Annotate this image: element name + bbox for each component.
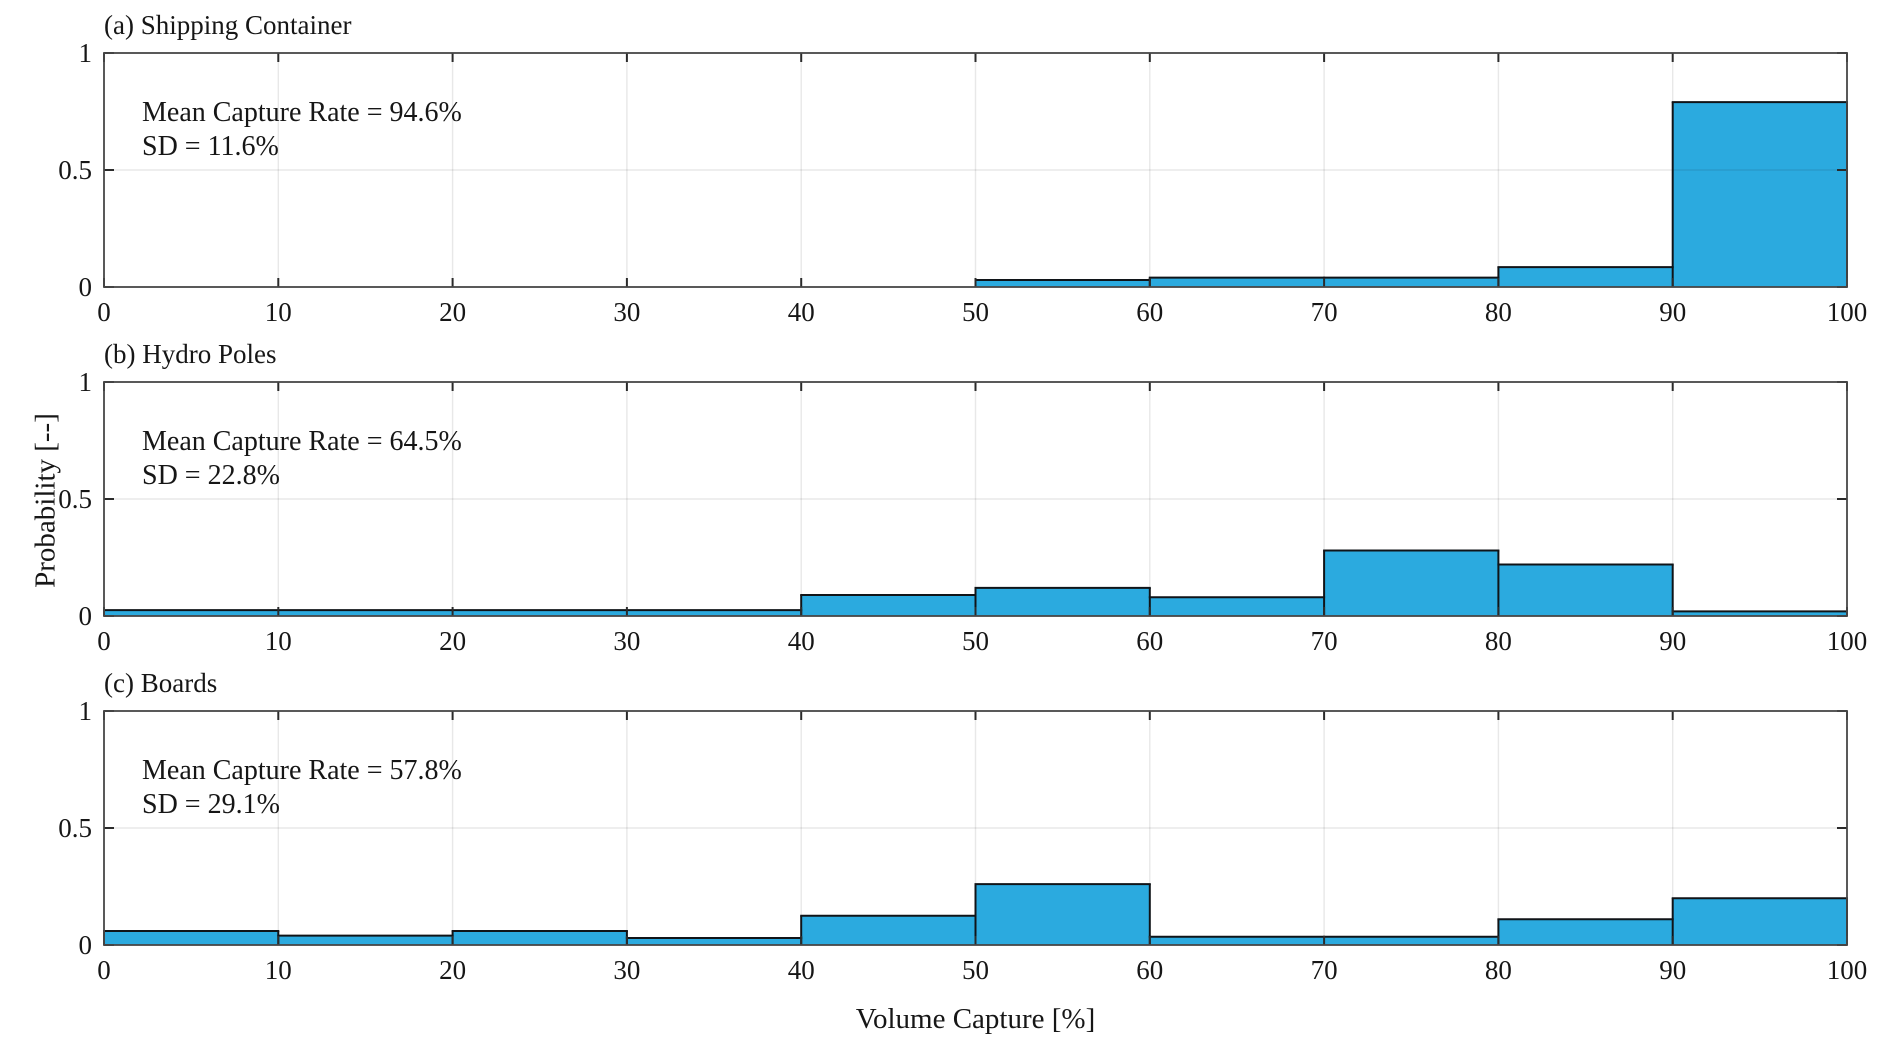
panel-b-sd: SD = 22.8% <box>142 460 280 491</box>
panel-c-sd: SD = 29.1% <box>142 789 280 820</box>
x-tick-label: 20 <box>439 297 466 327</box>
y-tick-label: 0.5 <box>58 155 92 185</box>
x-tick-label: 30 <box>613 626 640 656</box>
x-tick-label: 80 <box>1485 626 1512 656</box>
panel-b-plot: 0 10 20 30 40 50 60 70 80 90 100 0 0.5 1 <box>58 367 1867 656</box>
panel-a-title: (a) Shipping Container <box>104 10 352 40</box>
x-tick-label: 60 <box>1136 955 1163 985</box>
panel-b-mean-capture-rate: Mean Capture Rate = 64.5% <box>142 426 462 457</box>
panel-b-annotation: Mean Capture Rate = 64.5% SD = 22.8% <box>142 425 462 493</box>
panel-a-annotation: Mean Capture Rate = 94.6% SD = 11.6% <box>142 96 462 164</box>
panel-c-mean-capture-rate: Mean Capture Rate = 57.8% <box>142 755 462 786</box>
y-tick-label: 0 <box>79 272 93 302</box>
y-tick-label: 0.5 <box>58 813 92 843</box>
x-tick-label: 40 <box>788 626 815 656</box>
x-tick-label: 20 <box>439 955 466 985</box>
y-tick-label: 0 <box>79 930 93 960</box>
histogram-outline <box>103 549 1848 616</box>
x-tick-label: 0 <box>97 626 111 656</box>
y-tick-label: 0 <box>79 601 93 631</box>
x-tick-label: 90 <box>1659 297 1686 327</box>
x-tick-label: 100 <box>1827 297 1868 327</box>
axes-frame <box>103 52 1848 288</box>
x-tick-label: 90 <box>1659 955 1686 985</box>
x-tick-label: 50 <box>962 626 989 656</box>
y-axis-label: Probability [--] <box>29 413 62 588</box>
x-tick-label: 100 <box>1827 955 1868 985</box>
x-tick-label: 50 <box>962 297 989 327</box>
x-tick-label: 10 <box>265 297 292 327</box>
y-tick-label: 1 <box>79 696 93 726</box>
x-tick-label: 10 <box>265 626 292 656</box>
histogram-bars <box>104 550 1847 616</box>
x-tick-label: 70 <box>1311 626 1338 656</box>
x-tick-label: 30 <box>613 297 640 327</box>
x-tick-label: 0 <box>97 955 111 985</box>
x-tick-label: 70 <box>1311 297 1338 327</box>
x-tick-label: 40 <box>788 955 815 985</box>
x-tick-label: 60 <box>1136 626 1163 656</box>
x-tick-label: 30 <box>613 955 640 985</box>
x-tick-label: 100 <box>1827 626 1868 656</box>
panel-c-annotation: Mean Capture Rate = 57.8% SD = 29.1% <box>142 754 462 822</box>
x-tick-label: 40 <box>788 297 815 327</box>
x-tick-label: 20 <box>439 626 466 656</box>
panel-c-title: (c) Boards <box>104 668 218 698</box>
x-tick-label: 50 <box>962 955 989 985</box>
x-tick-label: 60 <box>1136 297 1163 327</box>
axes-frame <box>103 710 1848 946</box>
y-tick-label: 1 <box>79 38 93 68</box>
panel-a-mean-capture-rate: Mean Capture Rate = 94.6% <box>142 97 462 128</box>
axes-frame <box>103 381 1848 617</box>
panel-a-plot: 0 10 20 30 40 50 60 70 80 90 100 0 0.5 1 <box>58 38 1867 327</box>
y-tick-label: 1 <box>79 367 93 397</box>
panel-a-sd: SD = 11.6% <box>142 131 279 162</box>
x-tick-label: 10 <box>265 955 292 985</box>
panel-c-plot: 0 10 20 30 40 50 60 70 80 90 100 0 0.5 1 <box>58 696 1867 985</box>
histogram-bars <box>975 102 1847 287</box>
x-tick-label: 80 <box>1485 955 1512 985</box>
y-tick-label: 0.5 <box>58 484 92 514</box>
x-tick-label: 0 <box>97 297 111 327</box>
panel-b-title: (b) Hydro Poles <box>104 339 277 369</box>
x-tick-label: 90 <box>1659 626 1686 656</box>
x-axis-label: Volume Capture [%] <box>855 1003 1096 1035</box>
x-tick-label: 80 <box>1485 297 1512 327</box>
x-tick-label: 70 <box>1311 955 1338 985</box>
